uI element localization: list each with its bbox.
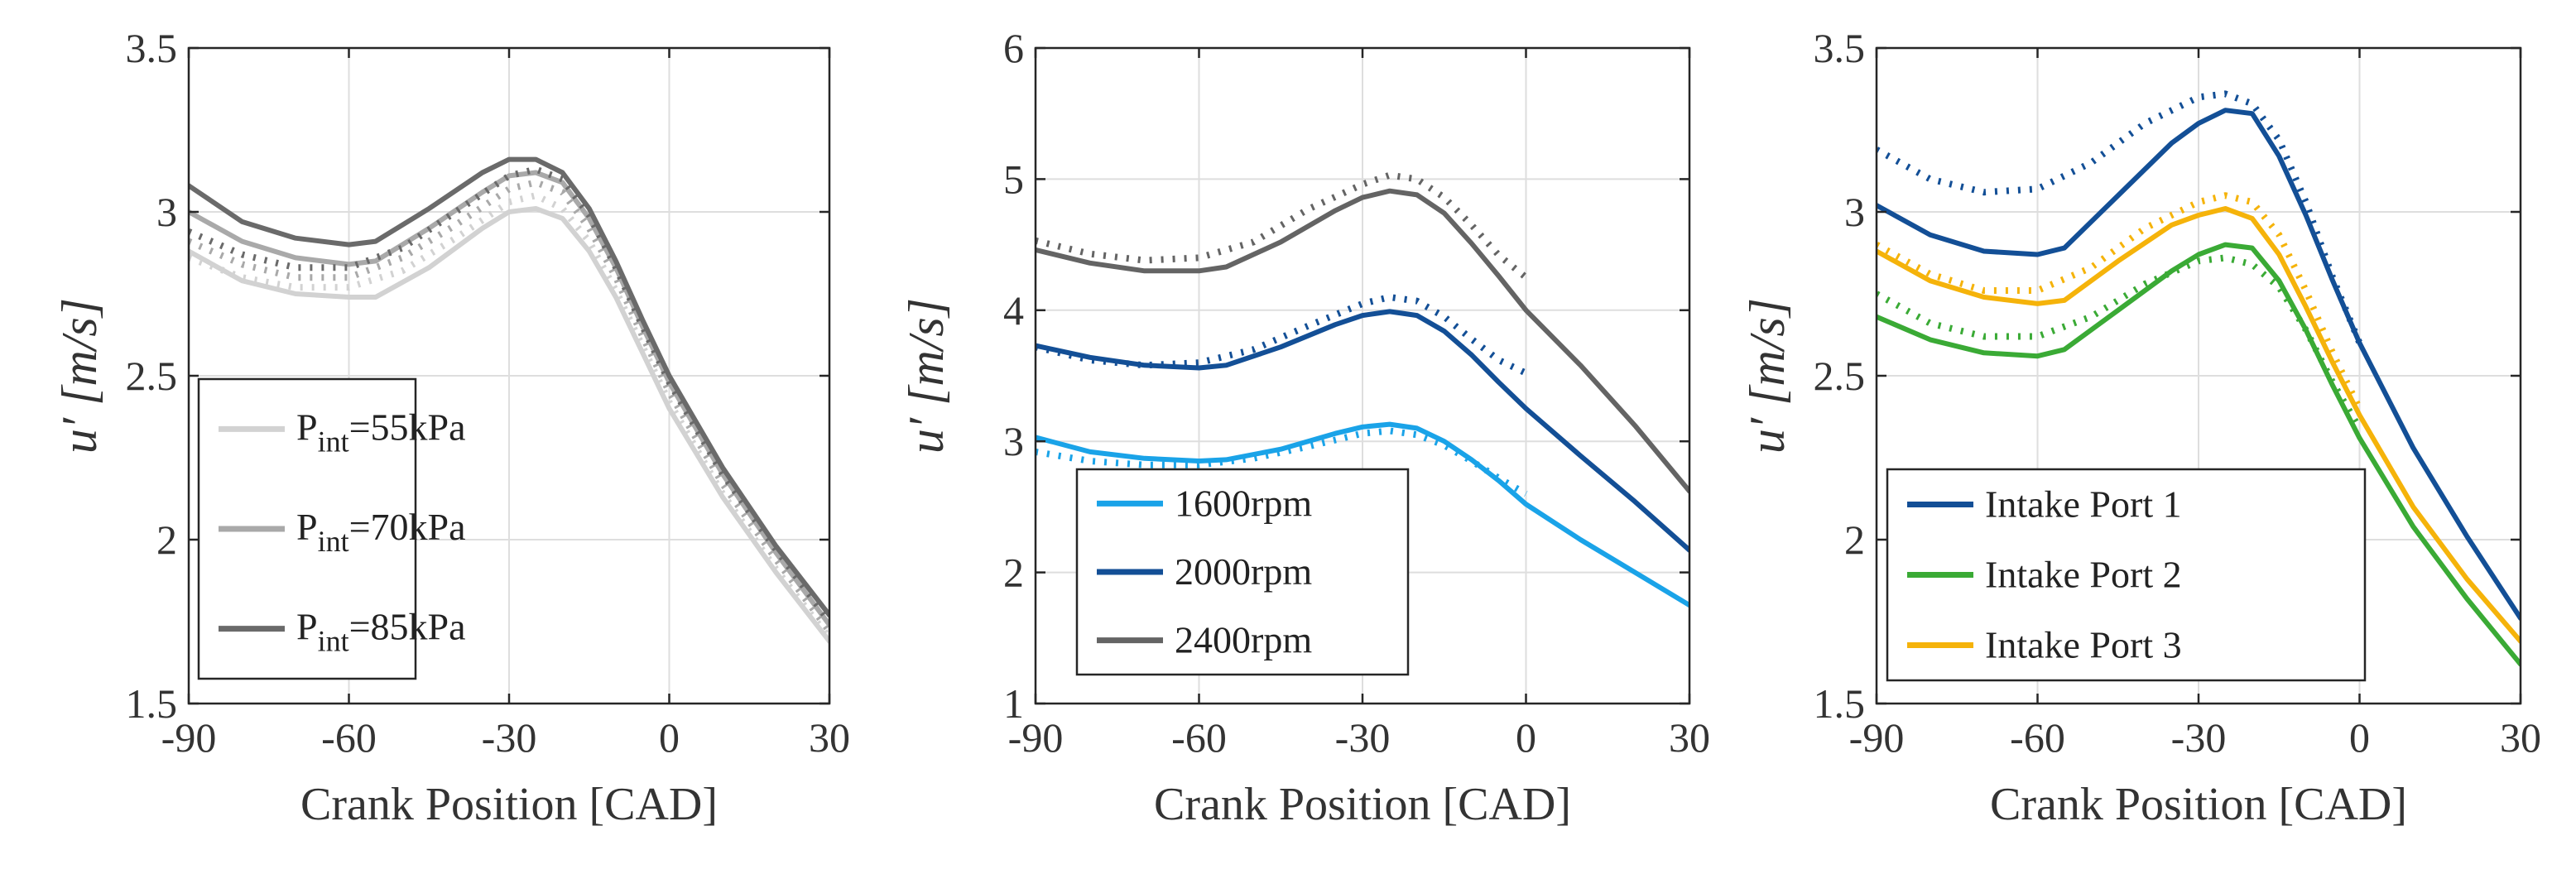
legend-label-subscript: int [318,625,349,658]
y-tick-label: 1.5 [126,680,178,727]
series-line-3 [189,156,829,618]
dotted-series-line-6 [189,166,829,624]
y-tick-label: 3 [156,189,177,235]
y-tick-label: 6 [1003,25,1024,71]
series-group [189,156,829,644]
y-tick-label: 3.5 [126,25,178,71]
legend-label: Pint=85kPa [296,606,466,658]
legend-label-main: P [296,506,318,548]
dotted-series-line-5 [189,179,829,634]
x-tick-label: -30 [2171,714,2227,761]
legend: 1600rpm 2000rpm 2400rpm [1075,468,1410,676]
x-tick-label: -90 [1849,714,1905,761]
y-tick-label: 2 [1003,550,1024,596]
legend-label-suffix: =85kPa [349,606,466,648]
series-line-1 [189,206,829,644]
chart-panel-3: -90 -60 -30 0 30 1.5 2 2.5 3 3.5 Crank Position [C… [1740,25,2541,830]
legend-label: Pint=55kPa [296,406,466,458]
series-group [1877,90,2521,667]
legend-label: 2000rpm [1175,550,1312,593]
legend-label-main: P [296,606,318,648]
x-tick-label: 30 [1669,714,1710,761]
dotted-series-line-5 [1877,254,2362,430]
y-tick-label: 3.5 [1814,25,1866,71]
series-group [1036,171,1689,608]
x-tick-label: 0 [659,714,680,761]
legend-label: Intake Port 1 [1985,483,2182,526]
series-line-2 [1036,309,1689,553]
x-tick-label: 0 [2349,714,2370,761]
x-tick-label: -60 [321,714,377,761]
dotted-series-line-4 [1877,90,2363,344]
legend-label-suffix: =70kPa [349,506,466,548]
series-line-1 [1036,421,1689,608]
legend-label: Pint=70kPa [296,506,466,558]
x-tick-label: -30 [1335,714,1391,761]
legend-label: 1600rpm [1175,482,1312,524]
x-tick-label: 0 [1516,714,1536,761]
legend-label-main: P [296,406,318,448]
legend: Intake Port 1 Intake Port 2 Intake Port 3 [1886,468,2367,682]
legend-label: Intake Port 2 [1985,554,2182,596]
x-tick-label: -60 [1171,714,1227,761]
x-tick-label: 30 [809,714,850,761]
chart-panel-2: -90 -60 -30 0 30 1 2 3 4 5 6 Crank Position [CAD] u′… [899,25,1710,830]
series-line-3 [1877,206,2521,644]
dotted-series-line-6 [1036,171,1529,281]
series-line-2 [1877,242,2521,667]
dotted-series-line-6 [1877,192,2363,411]
series-line-3 [1036,188,1689,494]
x-axis-label: Crank Position [CAD] [1990,779,2407,830]
y-tick-label: 1 [1003,680,1024,727]
legend-label: Intake Port 3 [1985,624,2182,666]
y-axis-label: u′ [m/s] [899,298,954,454]
x-tick-label: 30 [2500,714,2541,761]
y-tick-label: 1.5 [1814,680,1866,727]
y-tick-label: 2 [1844,516,1865,563]
x-tick-label: -60 [2010,714,2065,761]
y-axis-label: u′ [m/s] [52,298,107,454]
y-axis-label: u′ [m/s] [1740,298,1795,454]
y-tick-label: 2.5 [1814,353,1866,399]
x-axis-label: Crank Position [CAD] [300,779,718,830]
y-tick-label: 3 [1844,189,1865,235]
y-tick-label: 2 [156,516,177,563]
series-line-1 [1877,108,2521,621]
x-axis-label: Crank Position [CAD] [1154,779,1571,830]
chart-panel-1: -90 -60 -30 0 30 1.5 2 2.5 3 3.5 Crank Position [C… [52,25,850,830]
x-tick-label: -90 [1008,714,1064,761]
y-tick-label: 3 [1003,418,1024,464]
y-tick-label: 5 [1003,156,1024,202]
y-tick-label: 2.5 [126,353,178,399]
legend-label-subscript: int [318,525,349,558]
legend-label-suffix: =55kPa [349,406,466,448]
x-tick-label: -30 [482,714,537,761]
y-tick-label: 4 [1003,287,1024,334]
legend-label: 2400rpm [1175,619,1312,661]
legend-label-subscript: int [318,425,349,458]
x-tick-label: -90 [161,714,217,761]
